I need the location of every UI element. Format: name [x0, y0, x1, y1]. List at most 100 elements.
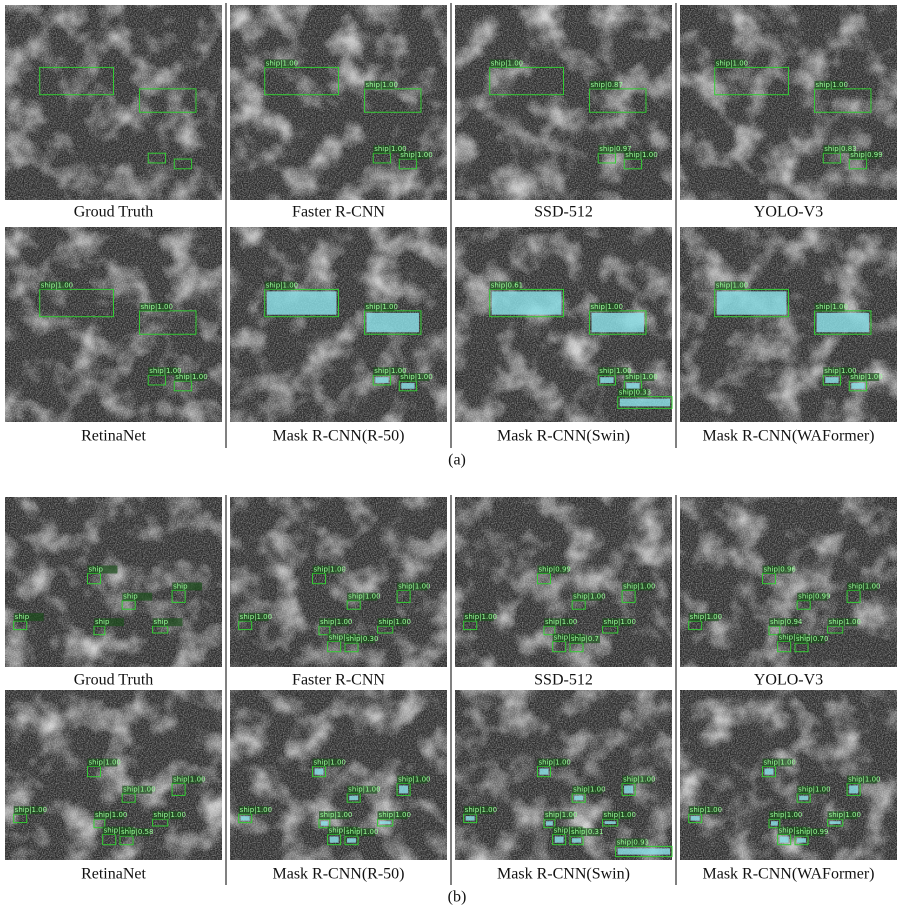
- caption: Mask R-CNN(WAFormer): [703, 428, 875, 445]
- detection-label: ship|1.00: [240, 806, 272, 814]
- sar-image: ship|1.00ship|0.87ship|0.97ship|1.00: [455, 5, 672, 200]
- mask: [624, 786, 633, 794]
- detection-label: ship|0.96: [763, 566, 796, 574]
- detection-label: ship|1.00: [313, 759, 345, 767]
- detection-label: ship|0.87: [591, 81, 623, 89]
- mask: [717, 291, 787, 314]
- detection-label: ship|1.00: [366, 81, 398, 89]
- detection-label: ship|1.00: [398, 583, 430, 591]
- mask: [555, 837, 564, 843]
- detection-label: ship|0.94: [770, 618, 803, 626]
- detection-label: ship|1.00: [545, 811, 577, 819]
- detection-label: ship|1.00: [398, 776, 430, 784]
- caption: Groud Truth: [74, 672, 154, 689]
- sar-image: ship|1.00 ship|1.00 ship|1.00 ship|1.00 ship…: [680, 690, 897, 860]
- detection-label: ship|0.99: [850, 151, 882, 159]
- detection-label: ship|1.00: [798, 786, 830, 794]
- detection-label: ship|1.00: [848, 776, 880, 784]
- detection-label: ship|1.00: [604, 811, 636, 819]
- detection-label: ship|1.00: [95, 811, 127, 819]
- detection-label: ship|0.99: [538, 566, 570, 574]
- detection-label: ship|0.58: [121, 828, 153, 836]
- detection-label: ship|1.00: [763, 759, 795, 767]
- detection-label: ship|1.00: [716, 59, 748, 67]
- detection-label: ship|1.00: [625, 373, 657, 381]
- detection-label: ship|1.00: [123, 786, 155, 794]
- mask: [466, 816, 475, 821]
- mask: [330, 837, 339, 843]
- detection-label: ship|1.00: [346, 828, 378, 836]
- detection-label: ship|1.00: [816, 81, 848, 89]
- mask: [375, 377, 388, 383]
- mask: [849, 786, 858, 794]
- detection-label: ship|1.00: [538, 759, 570, 767]
- detection-label: ship|1.00: [173, 776, 205, 784]
- detection-label: ship: [95, 618, 110, 626]
- detection-label: ship|1.00: [829, 811, 861, 819]
- mask: [546, 821, 553, 826]
- detection-label: ship: [88, 566, 103, 574]
- detection-label: ship|1.00: [88, 759, 120, 767]
- detection-label: ship|1.00: [175, 373, 207, 381]
- mask: [605, 821, 616, 824]
- sar-image: ship|0.99ship|1.00ship|1.00ship|1.00ship…: [455, 497, 672, 667]
- mask: [539, 769, 548, 775]
- detection-label: ship|1.00: [15, 806, 47, 814]
- mask: [851, 383, 864, 389]
- detection-label: ship|1.00: [154, 811, 186, 819]
- mask: [600, 377, 613, 383]
- mask: [347, 838, 356, 843]
- mask: [618, 848, 670, 854]
- detection-label: ship|1.00: [41, 281, 73, 289]
- detection-label: ship|0.99: [798, 593, 830, 601]
- caption: Faster R-CNN: [292, 672, 385, 689]
- mask: [401, 383, 414, 389]
- caption: SSD-512: [534, 204, 593, 221]
- caption: Mask R-CNN(Swin): [497, 866, 630, 883]
- caption: Faster R-CNN: [292, 204, 385, 221]
- caption: Mask R-CNN(R-50): [273, 428, 405, 445]
- detection-label: ship|1.00: [141, 303, 173, 311]
- detection-label: ship: [123, 593, 138, 601]
- mask: [592, 313, 644, 332]
- detection-label: ship|1.00: [400, 151, 432, 159]
- detection-label: ship|1.00: [816, 303, 848, 311]
- caption: SSD-512: [534, 672, 593, 689]
- mask: [267, 291, 337, 314]
- caption: RetinaNet: [81, 866, 146, 883]
- detection-label: ship|0.70: [796, 635, 828, 643]
- detection-label: ship|1.00: [573, 593, 605, 601]
- mask: [349, 796, 358, 801]
- detection-label: ship|0.7: [571, 635, 599, 643]
- detection-label: ship|1.00: [690, 806, 722, 814]
- detection-label: ship|0.33: [619, 389, 651, 397]
- mask: [572, 838, 581, 843]
- detection-label: ship|1.00: [313, 566, 345, 574]
- mask: [797, 838, 806, 843]
- detection-label: ship: [173, 583, 188, 591]
- image-noise: [5, 227, 222, 422]
- mask: [574, 796, 583, 801]
- detection-label: ship|1.00: [850, 373, 882, 381]
- panel-label: (b): [448, 889, 467, 906]
- detection-label: ship|0.61: [491, 281, 523, 289]
- sar-image: [5, 5, 222, 200]
- detection-label: ship|0.99: [796, 828, 828, 836]
- detection-label: ship|1.00: [573, 786, 605, 794]
- detection-label: ship|1.00: [716, 281, 748, 289]
- mask: [620, 399, 670, 407]
- detection-label: ship|0.31: [571, 828, 603, 836]
- detection-label: ship|1.00: [829, 618, 861, 626]
- detection-label: ship|1.00: [848, 583, 880, 591]
- mask: [764, 769, 773, 775]
- detection-label: ship|1.00: [379, 618, 411, 626]
- sar-image: ship|0.96 ship|0.99 ship|1.00 ship|1.00 ship…: [680, 497, 897, 667]
- detection-label: ship|1.00: [366, 303, 398, 311]
- sar-image: ship|1.00 ship|1.00 ship|1.00 ship|1.00 ship…: [5, 690, 222, 860]
- detection-label: ship|1.00: [320, 618, 352, 626]
- detection-label: ship|1.00: [465, 806, 497, 814]
